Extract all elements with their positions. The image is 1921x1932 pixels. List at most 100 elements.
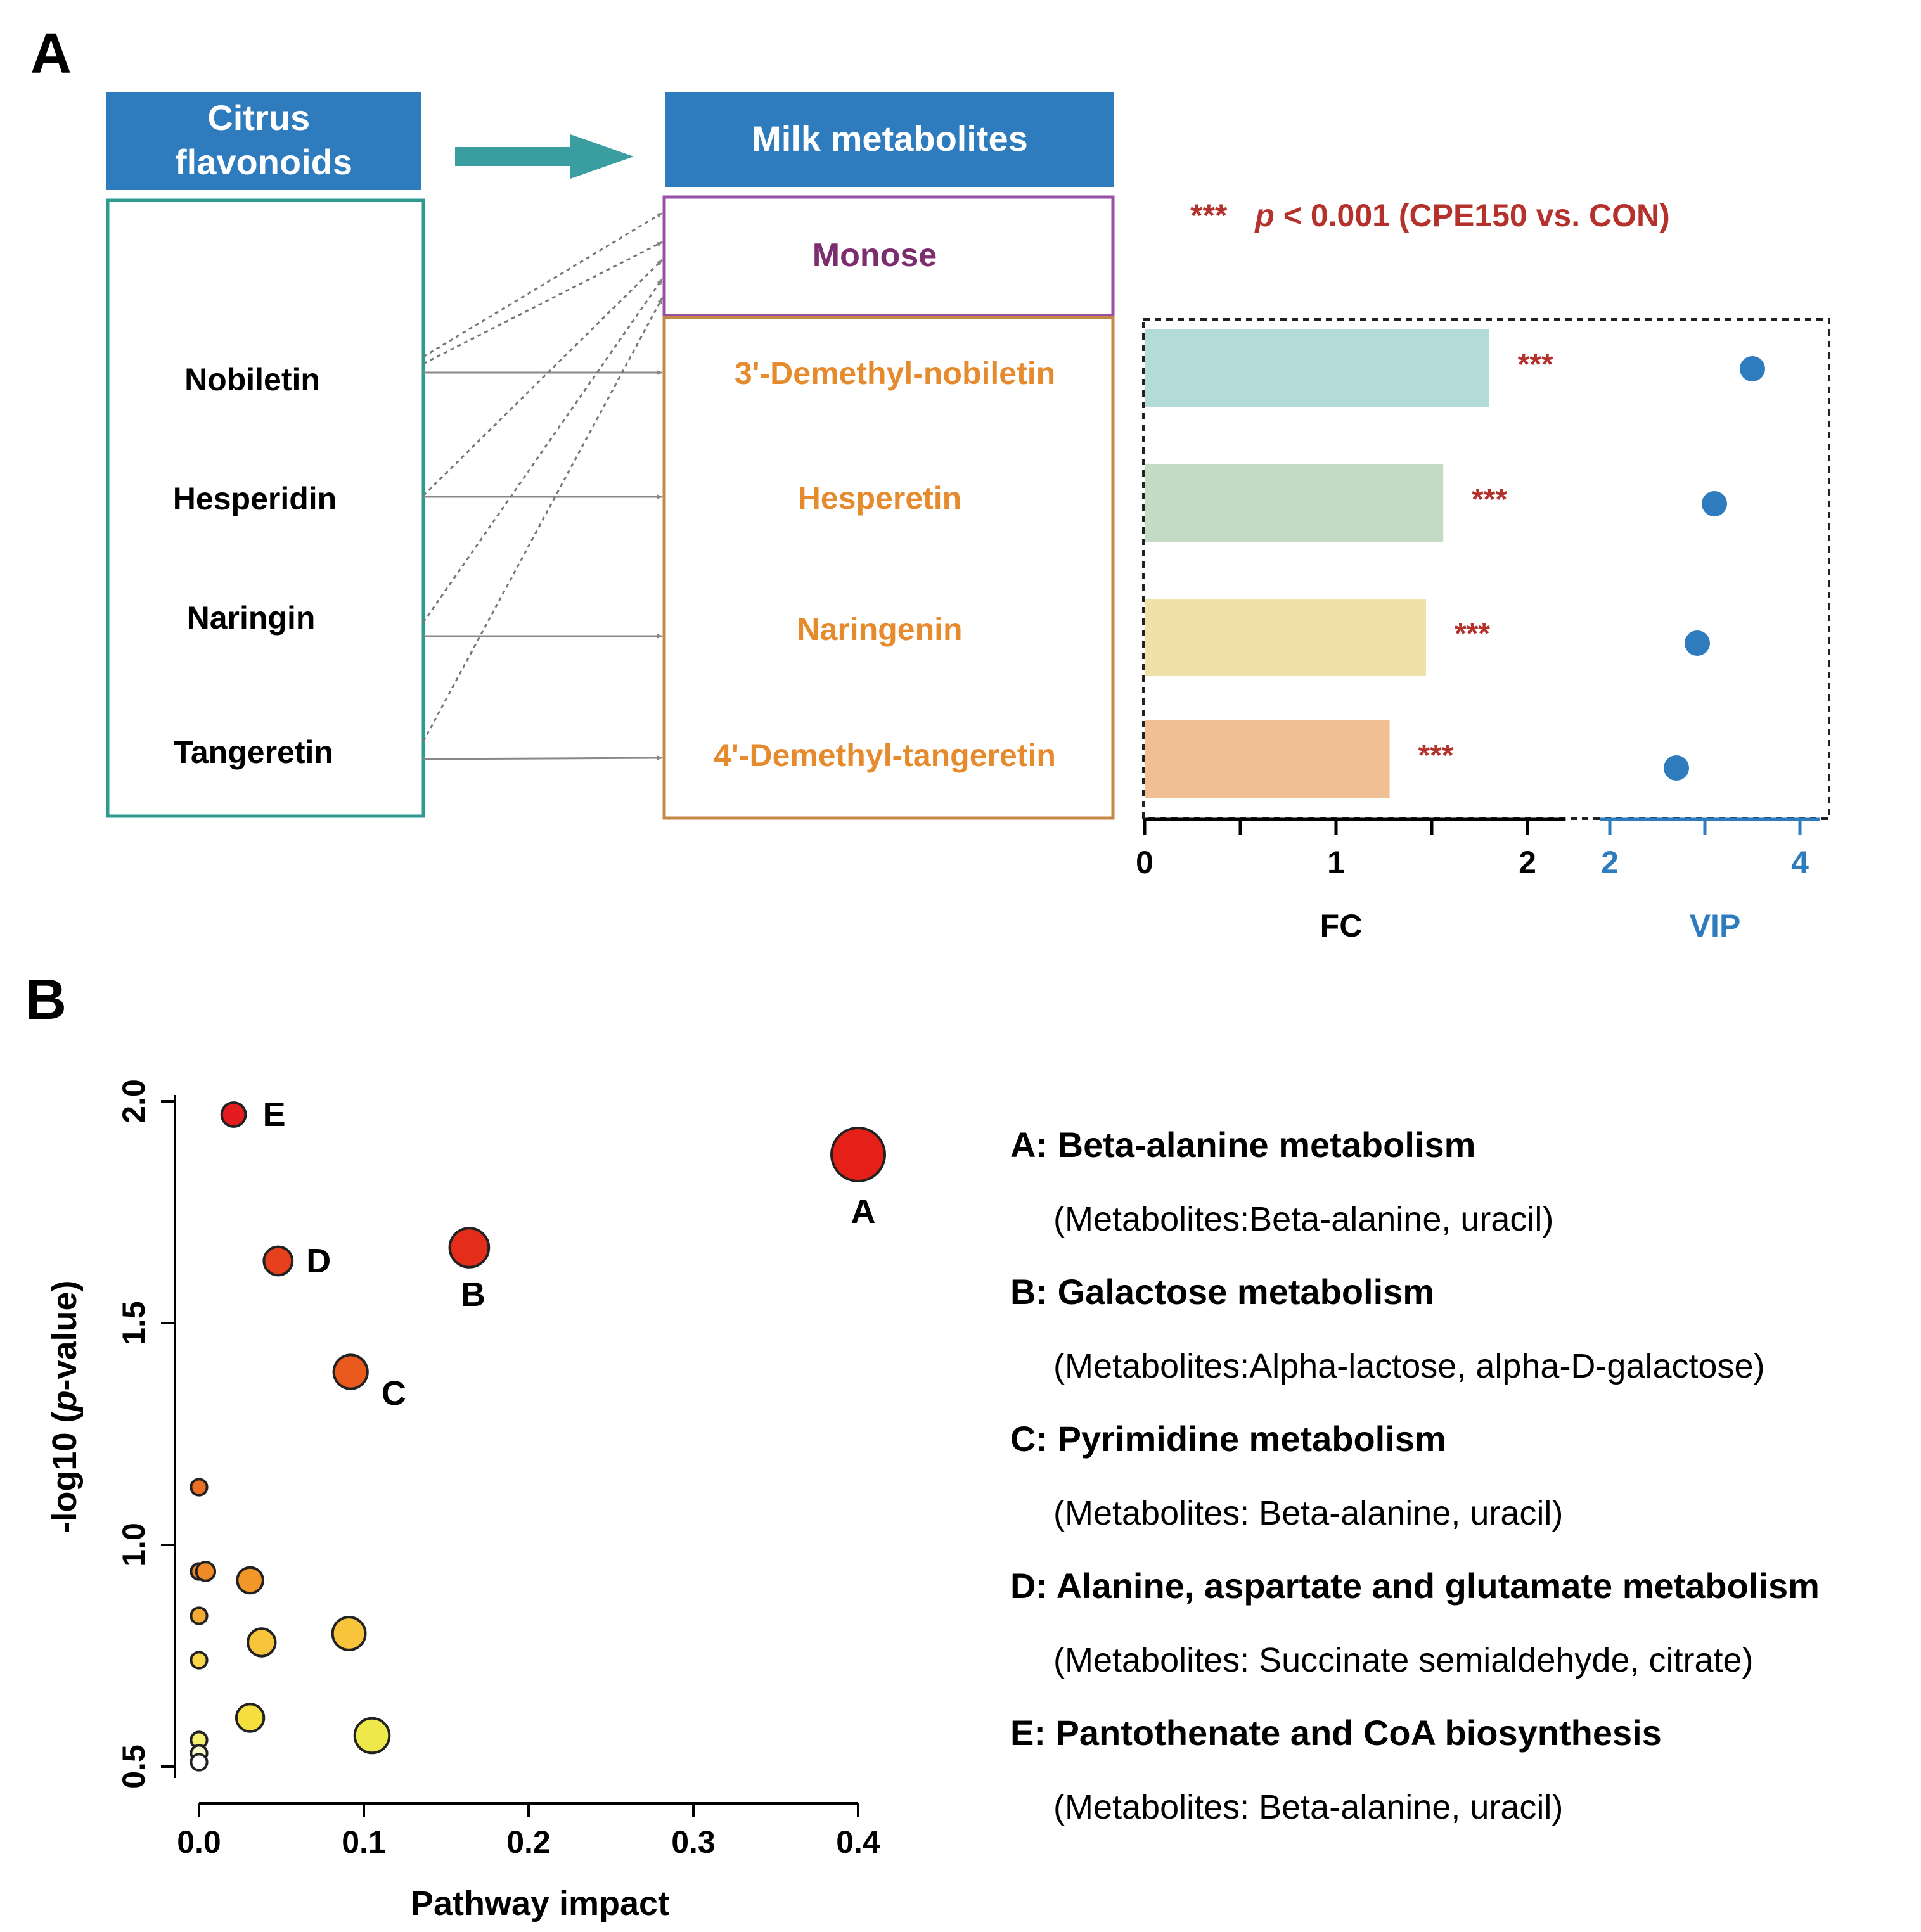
fc-tick-label-1: 0 xyxy=(1136,845,1153,880)
target-header-box xyxy=(665,92,1114,187)
fc-tick-label-3: 2 xyxy=(1519,845,1536,880)
pathway-point-a xyxy=(830,1127,886,1182)
vip-dot-1 xyxy=(1740,356,1765,381)
source-header-title: Citrus flavonoids xyxy=(175,98,352,182)
fc-bar-3 xyxy=(1145,599,1426,676)
metabolite-box xyxy=(662,316,1115,820)
fc-vip-frame xyxy=(1142,318,1830,820)
dotted-arrow-hesperidin xyxy=(422,259,664,497)
vip-dot-3 xyxy=(1685,630,1710,656)
significance-note-stars: *** xyxy=(1190,198,1228,233)
vip-dot-4 xyxy=(1664,755,1689,781)
legend-detail-e: (Metabolites: Beta-alanine, uracil) xyxy=(1053,1788,1563,1826)
legend-title-b: B: Galactose metabolism xyxy=(1010,1272,1434,1312)
legend-title-a: A: Beta-alanine metabolism xyxy=(1010,1125,1475,1165)
vip-tick-label-2: 4 xyxy=(1791,845,1809,880)
pathway-legend: A: Beta-alanine metabolism (Metabolites:… xyxy=(1010,1125,1820,1826)
pathway-point-9 xyxy=(236,1566,264,1595)
significance-note: *** p < 0.001 (CPE150 vs. CON) xyxy=(1190,198,1670,233)
pathway-point-6 xyxy=(190,1478,209,1497)
metabolite-naringenin: Naringenin xyxy=(797,611,962,647)
fc-bar-2 xyxy=(1145,464,1444,542)
target-header-title: Milk metabolites xyxy=(752,118,1028,158)
flavonoid-box xyxy=(106,198,425,818)
significance-note-p: p xyxy=(1254,198,1275,233)
legend-title-e: E: Pantothenate and CoA biosynthesis xyxy=(1010,1713,1662,1753)
panel-b: B 0.5 1.0 1.5 2.0 0.0 0.1 0.2 0.3 0.4 A B C D E Path… xyxy=(25,968,1820,1922)
pathway-y-tick-label-1: 0.5 xyxy=(116,1744,151,1789)
dotted-arrow-tangeretin xyxy=(422,297,664,742)
legend-detail-d: (Metabolites: Succinate semialdehyde, ci… xyxy=(1053,1641,1754,1679)
pathway-point-label-a: A xyxy=(851,1193,876,1231)
significance-note-rest: < 0.001 (CPE150 vs. CON) xyxy=(1283,198,1670,233)
pathway-points xyxy=(190,1101,886,1772)
pathway-chart: 0.5 1.0 1.5 2.0 0.0 0.1 0.2 0.3 0.4 A B C D E Pathwa… xyxy=(46,1079,886,1922)
legend-detail-a: (Metabolites:Beta-alanine, uracil) xyxy=(1053,1200,1553,1238)
source-header-line-1: Citrus xyxy=(207,98,310,138)
pathway-axes: 0.5 1.0 1.5 2.0 0.0 0.1 0.2 0.3 0.4 xyxy=(116,1079,880,1860)
fc-chart: *** *** *** *** 0 1 2 FC xyxy=(1136,329,1566,944)
pathway-point-label-b: B xyxy=(461,1276,485,1314)
pathway-point-8 xyxy=(195,1561,217,1582)
pathway-point-d xyxy=(262,1245,294,1277)
pathway-y-tick-label-4: 2.0 xyxy=(116,1079,151,1123)
vip-dot-2 xyxy=(1702,491,1727,516)
fc-star-1: *** xyxy=(1518,348,1553,381)
pathway-x-tick-label-3: 0.2 xyxy=(506,1824,551,1860)
solid-arrow-tangeretin xyxy=(423,755,663,761)
pathway-x-tick-label-4: 0.3 xyxy=(671,1824,716,1860)
panel-a-label: A xyxy=(30,22,72,86)
fc-star-2: *** xyxy=(1472,483,1507,516)
monose-label: Monose xyxy=(813,237,937,274)
fc-x-label: FC xyxy=(1320,908,1363,944)
pathway-x-tick-label-2: 0.1 xyxy=(342,1824,386,1860)
dotted-arrow-nobiletin xyxy=(423,212,663,358)
metabolite-demethyl-nobiletin: 3'-Demethyl-nobiletin xyxy=(735,355,1055,391)
pathway-y-label-italic: p xyxy=(46,1391,84,1413)
source-header-box xyxy=(106,92,421,190)
fc-tick-label-2: 1 xyxy=(1327,845,1345,880)
fc-bar-1 xyxy=(1145,329,1489,407)
dotted-arrow-naringin xyxy=(422,278,664,623)
legend-detail-b: (Metabolites:Alpha-lactose, alpha-D-gala… xyxy=(1053,1347,1765,1385)
pathway-point-e xyxy=(220,1101,247,1128)
metabolite-hesperetin: Hesperetin xyxy=(798,480,961,516)
pathway-y-label: -log10 (p-value) xyxy=(46,1280,84,1533)
panel-a: A Citrus flavonoids Milk metabolites Nob… xyxy=(30,22,1830,944)
flavonoid-nobiletin: Nobiletin xyxy=(184,362,320,397)
fc-bars xyxy=(1145,329,1489,798)
metabolite-demethyl-tangeretin: 4'-Demethyl-tangeretin xyxy=(714,738,1056,773)
fc-star-4: *** xyxy=(1418,739,1454,772)
vip-x-label: VIP xyxy=(1690,908,1741,944)
fc-x-axis: 0 1 2 xyxy=(1136,817,1566,880)
legend-title-d: D: Alanine, aspartate and glutamate meta… xyxy=(1010,1566,1820,1606)
pathway-point-12 xyxy=(331,1616,367,1651)
monose-box xyxy=(662,195,1115,317)
source-header-line-2: flavonoids xyxy=(175,142,352,182)
fc-star-3: *** xyxy=(1455,617,1490,651)
flavonoid-naringin: Naringin xyxy=(187,600,316,636)
pathway-point-13 xyxy=(190,1651,209,1670)
panel-b-label: B xyxy=(25,968,67,1032)
pathway-point-10 xyxy=(190,1606,209,1625)
pathway-x-tick-label-5: 0.4 xyxy=(836,1824,880,1860)
pathway-point-15 xyxy=(353,1717,391,1755)
pathway-point-18 xyxy=(190,1753,209,1772)
dotted-arrows xyxy=(422,212,664,742)
pathway-y-tick-label-3: 1.5 xyxy=(116,1301,151,1345)
dotted-arrow-nobiletin-2 xyxy=(423,241,663,365)
pathway-point-label-e: E xyxy=(263,1096,286,1134)
flavonoid-tangeretin: Tangeretin xyxy=(174,734,333,770)
pathway-point-11 xyxy=(247,1627,277,1658)
pathway-point-14 xyxy=(235,1703,266,1733)
legend-detail-c: (Metabolites: Beta-alanine, uracil) xyxy=(1053,1494,1563,1532)
main-arrow xyxy=(455,134,634,179)
legend-title-c: C: Pyrimidine metabolism xyxy=(1010,1419,1446,1459)
pathway-x-tick-label-1: 0.0 xyxy=(177,1824,221,1860)
pathway-y-tick-label-2: 1.0 xyxy=(116,1523,151,1567)
pathway-point-label-c: C xyxy=(382,1374,406,1412)
pathway-point-b xyxy=(448,1227,491,1269)
